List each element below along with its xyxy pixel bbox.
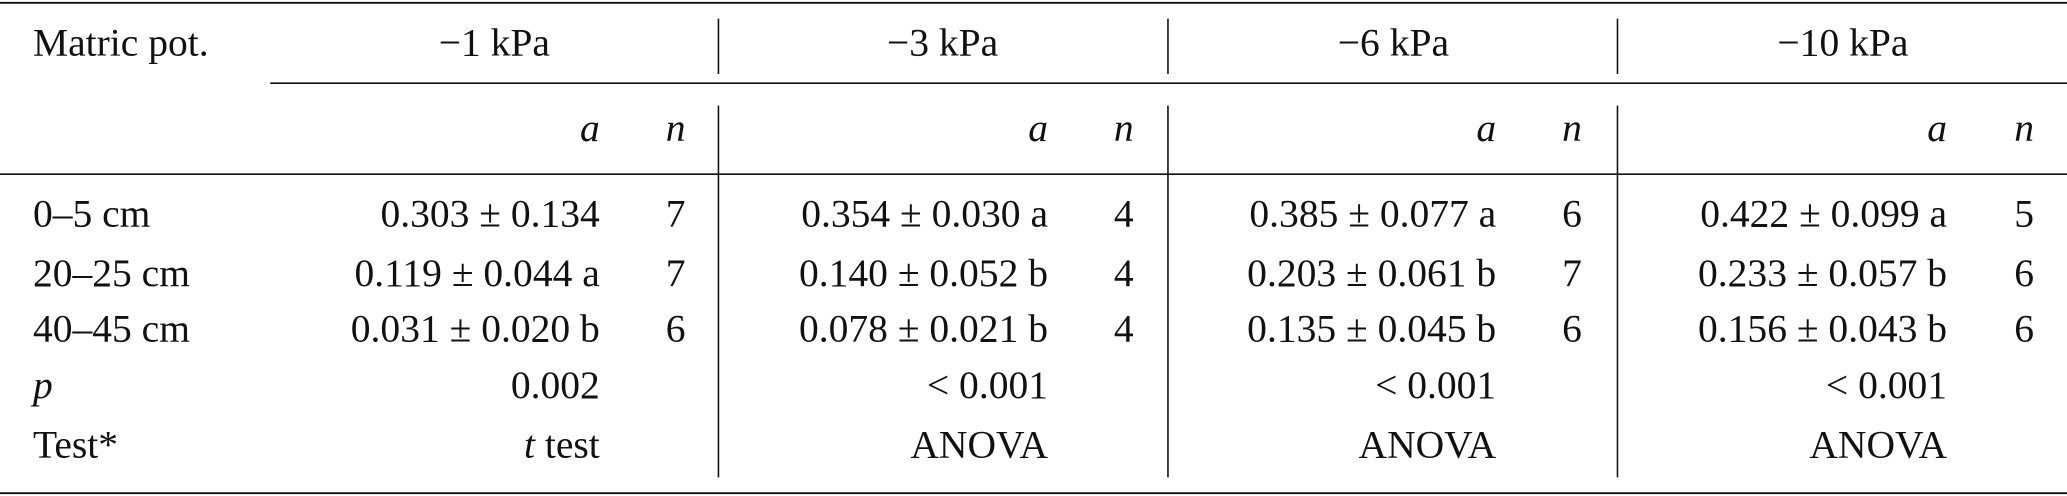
col-header: a: [1476, 106, 1496, 150]
cell-n: 6: [1562, 306, 1582, 350]
cell-value: 0.156 ± 0.043 b: [1698, 306, 1947, 350]
p-value: < 0.001: [1375, 363, 1496, 407]
test-part: ANOVA: [1359, 422, 1497, 466]
cell-n: 6: [2014, 251, 2034, 295]
cell-n: 4: [1114, 251, 1134, 295]
test-part: test: [535, 422, 600, 466]
cell-value: 0.303 ± 0.134: [380, 192, 600, 236]
cell-n: 6: [666, 306, 686, 350]
row-label: 20–25 cm: [33, 251, 190, 295]
col-header: a: [1927, 106, 1947, 150]
group-title: −6 kPa: [1338, 20, 1449, 64]
test-part: ANOVA: [1809, 422, 1947, 466]
test-part: t: [524, 422, 536, 466]
cell-value: 0.031 ± 0.020 b: [351, 306, 600, 350]
row-label: 0–5 cm: [33, 192, 151, 236]
row-label: Test*: [33, 422, 118, 466]
row-header: Matric pot.: [33, 20, 209, 64]
p-value: < 0.001: [927, 363, 1048, 407]
cell-value: 0.119 ± 0.044 a: [354, 251, 599, 295]
col-header: a: [1028, 106, 1048, 150]
col-header: n: [2014, 106, 2034, 150]
test-name: t test: [524, 422, 600, 466]
row-label: 40–45 cm: [33, 306, 190, 350]
cell-value: 0.135 ± 0.045 b: [1247, 306, 1496, 350]
cell-n: 6: [2014, 306, 2034, 350]
col-header: n: [666, 106, 686, 150]
cell-value: 0.422 ± 0.099 a: [1700, 192, 1947, 236]
test-name: ANOVA: [1809, 422, 1947, 466]
cell-n: 7: [666, 251, 686, 295]
col-header: n: [1114, 106, 1134, 150]
cell-value: 0.140 ± 0.052 b: [799, 251, 1048, 295]
test-part: ANOVA: [910, 422, 1048, 466]
p-value: < 0.001: [1826, 363, 1947, 407]
test-name: ANOVA: [910, 422, 1048, 466]
cell-n: 6: [1562, 192, 1582, 236]
row-label: p: [30, 363, 53, 407]
cell-n: 4: [1114, 306, 1134, 350]
group-title: −3 kPa: [887, 20, 998, 64]
cell-n: 4: [1114, 192, 1134, 236]
cell-n: 5: [2014, 192, 2034, 236]
cell-n: 7: [1562, 251, 1582, 295]
col-header: a: [580, 106, 600, 150]
cell-value: 0.203 ± 0.061 b: [1247, 251, 1496, 295]
cell-value: 0.385 ± 0.077 a: [1249, 192, 1496, 236]
cell-value: 0.078 ± 0.021 b: [799, 306, 1048, 350]
col-header: n: [1562, 106, 1582, 150]
cell-n: 7: [666, 192, 686, 236]
cell-value: 0.354 ± 0.030 a: [801, 192, 1048, 236]
p-value: 0.002: [511, 363, 600, 407]
cell-value: 0.233 ± 0.057 b: [1698, 251, 1947, 295]
group-title: −1 kPa: [439, 20, 550, 64]
test-name: ANOVA: [1359, 422, 1497, 466]
group-title: −10 kPa: [1777, 20, 1908, 64]
